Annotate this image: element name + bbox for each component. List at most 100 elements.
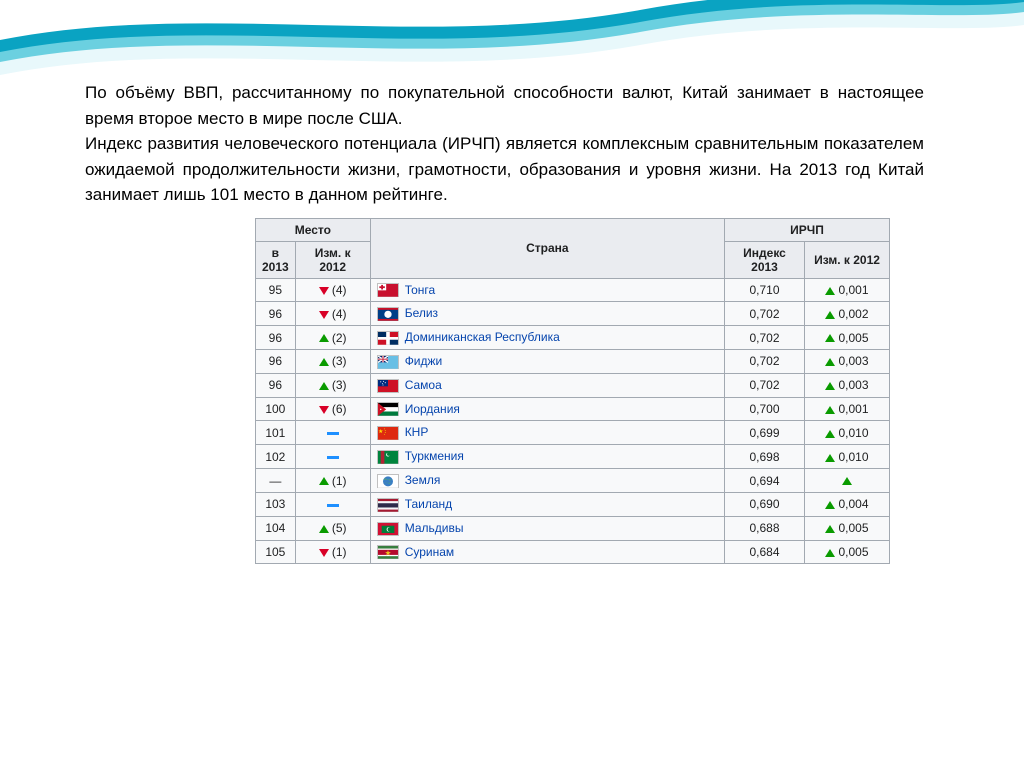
cell-rank-change: (3) xyxy=(295,349,370,373)
country-link[interactable]: Самоа xyxy=(405,378,442,392)
cell-country: Таиланд xyxy=(370,492,724,516)
th-index-change: Изм. к 2012 xyxy=(805,241,890,278)
arrow-up-icon xyxy=(825,358,835,366)
cell-index-change: 0,005 xyxy=(805,516,890,540)
cell-rank: 101 xyxy=(256,421,296,445)
country-link[interactable]: Доминиканская Республика xyxy=(405,330,560,344)
cell-index-change: 0,010 xyxy=(805,421,890,445)
cell-country: Туркмения xyxy=(370,445,724,469)
table-row: 100(6) Иордания 0,7000,001 xyxy=(256,397,890,421)
ribbon-mid xyxy=(0,0,1024,62)
cell-index-change: 0,010 xyxy=(805,445,890,469)
cell-country: КНР xyxy=(370,421,724,445)
flag-icon xyxy=(377,355,399,369)
cell-index: 0,684 xyxy=(725,540,805,564)
cell-rank-change: (6) xyxy=(295,397,370,421)
country-link[interactable]: Земля xyxy=(405,473,441,487)
arrow-up-icon xyxy=(319,477,329,485)
flag-icon xyxy=(377,450,399,464)
th-hdi-group: ИРЧП xyxy=(725,218,890,241)
arrow-up-icon xyxy=(319,334,329,342)
slide-content: По объёму ВВП, рассчитанному по покупате… xyxy=(85,80,924,564)
arrow-up-icon xyxy=(825,382,835,390)
cell-rank: 104 xyxy=(256,516,296,540)
cell-rank-change: (5) xyxy=(295,516,370,540)
cell-country: Доминиканская Республика xyxy=(370,326,724,350)
cell-index: 0,699 xyxy=(725,421,805,445)
flag-icon xyxy=(377,498,399,512)
arrow-up-icon xyxy=(825,311,835,319)
cell-index-change: 0,001 xyxy=(805,397,890,421)
cell-index: 0,702 xyxy=(725,326,805,350)
cell-rank-change xyxy=(295,421,370,445)
th-country: Страна xyxy=(370,218,724,278)
flag-icon xyxy=(377,379,399,393)
country-link[interactable]: Белиз xyxy=(405,306,438,320)
table-row: 95(4)Тонга0,7100,001 xyxy=(256,278,890,302)
cell-rank-change: (4) xyxy=(295,302,370,326)
cell-index-change: 0,001 xyxy=(805,278,890,302)
arrow-up-icon xyxy=(825,454,835,462)
cell-rank: 96 xyxy=(256,373,296,397)
arrow-down-icon xyxy=(319,311,329,319)
cell-rank: 95 xyxy=(256,278,296,302)
arrow-up-icon xyxy=(825,501,835,509)
cell-index-change: 0,005 xyxy=(805,540,890,564)
country-link[interactable]: Тонга xyxy=(405,283,435,297)
arrow-down-icon xyxy=(319,549,329,557)
arrow-down-icon xyxy=(319,287,329,295)
cell-index: 0,700 xyxy=(725,397,805,421)
arrow-up-icon xyxy=(319,382,329,390)
country-link[interactable]: Туркмения xyxy=(405,449,464,463)
steady-icon xyxy=(327,456,339,459)
cell-index-change: 0,005 xyxy=(805,326,890,350)
cell-index: 0,694 xyxy=(725,469,805,493)
cell-index: 0,690 xyxy=(725,492,805,516)
cell-index: 0,688 xyxy=(725,516,805,540)
cell-rank: 103 xyxy=(256,492,296,516)
arrow-up-icon xyxy=(319,358,329,366)
arrow-up-icon xyxy=(825,430,835,438)
cell-index: 0,702 xyxy=(725,349,805,373)
cell-index-change: 0,004 xyxy=(805,492,890,516)
cell-rank: 105 xyxy=(256,540,296,564)
cell-rank-change: (1) xyxy=(295,540,370,564)
hdi-table: Место Страна ИРЧП в 2013 Изм. к 2012 Инд… xyxy=(255,218,890,565)
table-row: —(1) Земля 0,694 xyxy=(256,469,890,493)
cell-index-change: 0,002 xyxy=(805,302,890,326)
table-row: 96(3)Самоа0,7020,003 xyxy=(256,373,890,397)
arrow-up-icon xyxy=(825,549,835,557)
country-link[interactable]: Мальдивы xyxy=(405,521,464,535)
country-link[interactable]: КНР xyxy=(405,425,429,439)
country-link[interactable]: Фиджи xyxy=(405,354,443,368)
cell-country: Суринам xyxy=(370,540,724,564)
cell-index: 0,702 xyxy=(725,373,805,397)
cell-index-change: 0,003 xyxy=(805,349,890,373)
flag-icon xyxy=(377,402,399,416)
country-link[interactable]: Иордания xyxy=(405,402,460,416)
table-row: 96(2)Доминиканская Республика0,7020,005 xyxy=(256,326,890,350)
arrow-up-icon xyxy=(319,525,329,533)
flag-icon xyxy=(377,283,399,297)
cell-rank-change: (3) xyxy=(295,373,370,397)
flag-icon xyxy=(377,331,399,345)
cell-country: Белиз xyxy=(370,302,724,326)
table-row: 105(1) Суринам 0,6840,005 xyxy=(256,540,890,564)
body-text: По объёму ВВП, рассчитанному по покупате… xyxy=(85,80,924,208)
country-link[interactable]: Таиланд xyxy=(405,497,452,511)
table-row: 96(3)Фиджи0,7020,003 xyxy=(256,349,890,373)
th-place-group: Место xyxy=(256,218,371,241)
th-rank: в 2013 xyxy=(256,241,296,278)
hdi-table-container: Место Страна ИРЧП в 2013 Изм. к 2012 Инд… xyxy=(255,218,890,565)
cell-rank: 96 xyxy=(256,302,296,326)
cell-rank: 102 xyxy=(256,445,296,469)
decorative-ribbon xyxy=(0,0,1024,70)
arrow-up-icon xyxy=(825,287,835,295)
hdi-table-header: Место Страна ИРЧП в 2013 Изм. к 2012 Инд… xyxy=(256,218,890,278)
cell-rank: — xyxy=(256,469,296,493)
table-row: 104(5) Мальдивы 0,6880,005 xyxy=(256,516,890,540)
country-link[interactable]: Суринам xyxy=(405,545,454,559)
cell-rank-change: (1) xyxy=(295,469,370,493)
ribbon-back xyxy=(0,0,1024,75)
cell-rank: 100 xyxy=(256,397,296,421)
